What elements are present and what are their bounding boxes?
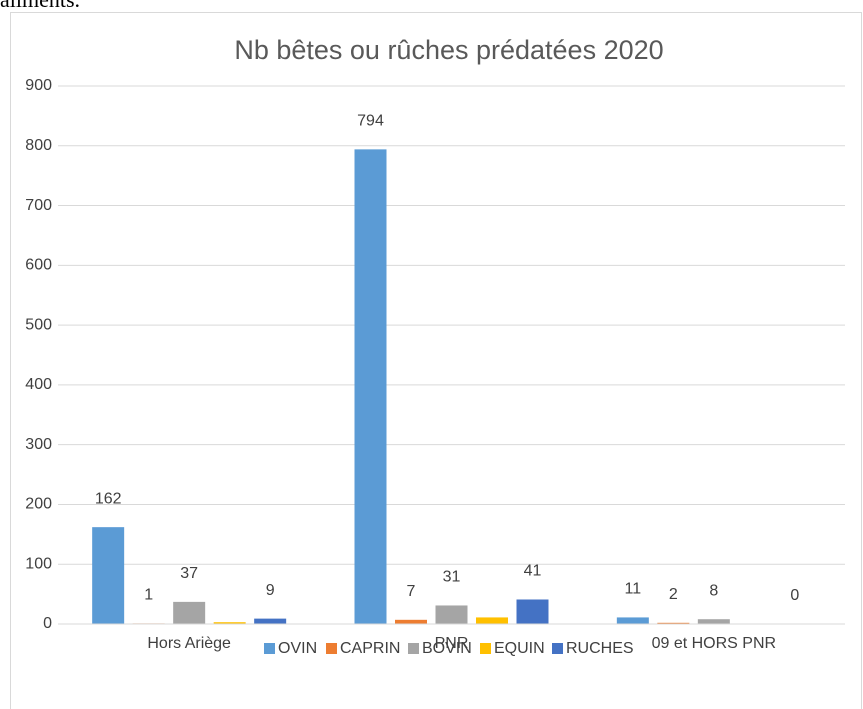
legend-swatch (408, 643, 419, 654)
y-tick-label: 400 (25, 376, 52, 393)
data-label: 162 (95, 490, 122, 507)
bar (254, 618, 287, 624)
legend-label: CAPRIN (340, 640, 400, 657)
legend-label: RUCHES (566, 640, 634, 657)
bar (213, 622, 246, 624)
y-tick-label: 200 (25, 496, 52, 513)
bar (616, 617, 649, 624)
bar (476, 617, 508, 624)
bar (395, 619, 427, 624)
bar (435, 605, 468, 624)
data-label: 0 (790, 587, 799, 604)
legend-swatch (480, 643, 491, 654)
data-label: 37 (180, 565, 198, 582)
legend-label: OVIN (278, 640, 317, 657)
data-label: 1 (144, 587, 153, 604)
legend-swatch (264, 643, 275, 654)
y-tick-label: 900 (25, 77, 52, 94)
bar (92, 527, 125, 624)
x-tick-label: PNR (435, 635, 469, 652)
bar (354, 149, 387, 624)
chart-title: Nb bêtes ou rûches prédatées 2020 (234, 35, 663, 65)
header-text: aliments. (0, 0, 80, 12)
x-tick-label: 09 et HORS PNR (652, 635, 776, 652)
data-label: 11 (625, 581, 642, 598)
bar (516, 599, 549, 624)
data-label: 2 (669, 586, 678, 603)
legend-label: BOVIN (422, 640, 472, 657)
y-tick-label: 0 (43, 615, 52, 632)
legend-swatch (552, 643, 563, 654)
legend-swatch (326, 643, 337, 654)
y-tick-label: 700 (25, 197, 52, 214)
y-tick-label: 600 (25, 257, 52, 274)
bar (173, 601, 206, 624)
x-tick-label: Hors Ariège (147, 635, 231, 652)
y-tick-label: 300 (25, 436, 52, 453)
legend-label: EQUIN (494, 640, 545, 657)
data-label: 9 (266, 582, 275, 599)
data-label: 8 (709, 582, 718, 599)
bar (697, 619, 730, 624)
y-tick-label: 100 (25, 555, 52, 572)
data-label: 31 (443, 569, 461, 586)
bar (657, 622, 690, 624)
chart-border (10, 12, 862, 709)
y-tick-label: 800 (25, 137, 52, 154)
data-label: 794 (357, 113, 384, 130)
data-label: 41 (524, 563, 542, 580)
y-tick-label: 500 (25, 316, 52, 333)
data-label: 7 (407, 583, 416, 600)
